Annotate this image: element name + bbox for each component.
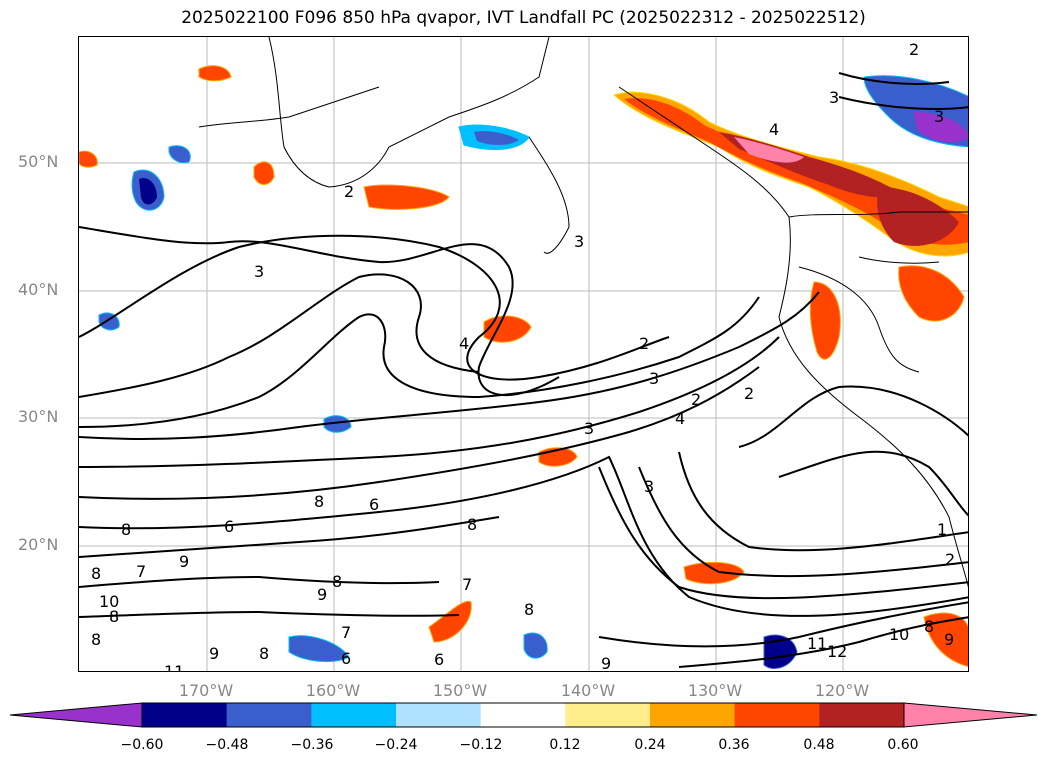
lon-label-150w: 150°W [432,681,488,700]
negative-anomaly-shading [98,75,968,669]
contour-label: 11 [807,634,827,653]
lon-label-170w: 170°W [178,681,234,700]
contour-label: 1 [937,520,947,539]
colorbar-extend-min [10,702,143,728]
contour-label: 9 [944,630,954,649]
contour-label: 3 [829,88,839,107]
colorbar-segment [226,703,312,727]
colorbar-tick: −0.12 [459,737,503,753]
contour-label: 2 [744,384,754,403]
contour-label: 3 [934,107,944,126]
colorbar-tick: 0.24 [634,737,666,753]
map-panel: 2 3 3 4 3 2 3 4 2 2 3 2 3 3 4 1 2 6 8 8 … [78,36,969,672]
contour-label: 2 [639,334,649,353]
contour-label: 8 [332,572,342,591]
contour-label: 6 [341,649,351,668]
lon-label-140w: 140°W [560,681,616,700]
contour-label: 3 [644,477,654,496]
colorbar-extend-max [903,702,1037,728]
map-canvas: 2 3 3 4 3 2 3 4 2 2 3 2 3 3 4 1 2 6 8 8 … [79,37,968,672]
colorbar-tick: 0.36 [718,737,750,753]
contour-label: 9 [209,644,219,663]
contour-label: 9 [179,552,189,571]
lat-label-50n: 50°N [18,152,59,171]
contour-label: 6 [369,495,379,514]
colorbar-tick: 0.12 [549,737,581,753]
contour-label: 4 [459,334,469,353]
colorbar-segment [396,703,482,727]
colorbar-tick: −0.36 [290,737,334,753]
contour-label: 8 [109,607,119,626]
contour-label: 8 [91,630,101,649]
colorbar-segment [480,703,566,727]
contour-label: 6 [434,650,444,669]
contour-label: 9 [601,654,611,672]
lon-label-160w: 160°W [305,681,361,700]
contour-label: 8 [259,644,269,663]
contour-label: 8 [524,600,534,619]
contour-label: 4 [675,409,685,428]
contour-labels: 2 3 3 4 3 2 3 4 2 2 3 2 3 3 4 1 2 6 8 8 … [91,40,955,672]
contour-label: 7 [462,575,472,594]
coastlines [198,37,968,588]
colorbar [10,702,1037,728]
contour-label: 8 [924,617,934,636]
colorbar-segment [734,703,820,727]
colorbar-segment [311,703,397,727]
contour-label: 10 [99,592,119,611]
contour-label: 2 [909,40,919,59]
contour-label: 10 [889,625,909,644]
contour-label: 8 [121,520,131,539]
lon-label-130w: 130°W [687,681,743,700]
contour-label: 11 [164,662,184,672]
colorbar-tick: −0.24 [374,737,418,753]
colorbar-segment [142,703,228,727]
lon-label-120w: 120°W [814,681,870,700]
contour-label: 2 [344,182,354,201]
plot-title: 2025022100 F096 850 hPa qvapor, IVT Land… [181,8,866,28]
contour-label: 2 [691,390,701,409]
contour-label: 7 [341,623,351,642]
colorbar-tick: −0.48 [205,737,249,753]
contour-label: 7 [136,562,146,581]
contour-label: 8 [91,564,101,583]
contour-label: 8 [314,492,324,511]
colorbar-segment [650,703,736,727]
colorbar-tick: −0.60 [120,737,164,753]
contour-label: 8 [467,515,477,534]
lat-label-40n: 40°N [18,280,59,299]
contour-label: 4 [769,120,779,139]
contour-label: 9 [317,585,327,604]
contour-label: 3 [649,369,659,388]
contour-label: 2 [945,550,955,569]
contour-label: 12 [827,642,847,661]
colorbar-tick: 0.60 [887,737,919,753]
positive-anomaly-shading [79,65,968,667]
colorbar-segment [565,703,651,727]
contour-label: 3 [584,419,594,438]
contour-lines [79,72,968,668]
contour-label: 3 [574,232,584,251]
lat-label-20n: 20°N [18,535,59,554]
colorbar-segment [819,703,905,727]
lat-label-30n: 30°N [18,407,59,426]
contour-label: 6 [224,517,234,536]
gridlines [79,37,968,671]
contour-label: 3 [254,262,264,281]
colorbar-tick: 0.48 [803,737,835,753]
